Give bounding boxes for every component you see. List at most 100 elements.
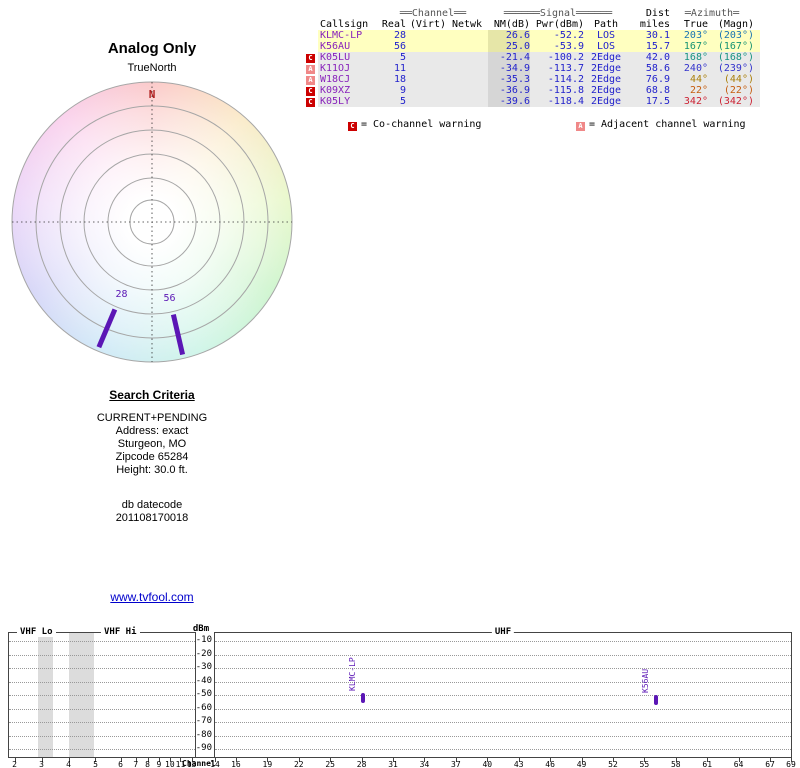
adjacent-channel-warning-icon: A — [306, 65, 315, 74]
db-datecode-block: db datecode 201108170018 — [32, 499, 272, 525]
channel-tick — [707, 757, 709, 762]
channel-tick — [235, 757, 237, 762]
dbm-tick-label: -80 — [195, 729, 212, 740]
adjacent-channel-warning-icon: A — [576, 122, 585, 131]
channel-tick-label: 6 — [118, 760, 124, 768]
dbm-gridline — [9, 749, 195, 750]
channel-tick — [644, 757, 646, 762]
column-header-magn: (Magn) — [717, 19, 754, 30]
channel-tick — [738, 757, 740, 762]
column-header-netwk: Netwk — [451, 19, 483, 30]
tvfool-link[interactable]: www.tvfool.com — [110, 590, 194, 604]
search-criteria-line: CURRENT+PENDING — [96, 412, 208, 424]
cell-virt-channel — [406, 30, 446, 41]
cell-network — [446, 41, 488, 52]
dbm-gridline — [215, 722, 791, 723]
dbm-gridline — [9, 681, 195, 683]
cell-virt-channel — [406, 52, 446, 63]
dbm-axis-title: dBm — [192, 624, 210, 634]
table-row: C K05LU 5 -21.4 -100.2 2Edge 42.0 168° (168°) — [304, 52, 760, 63]
chart-point — [653, 695, 658, 706]
db-datecode-value: 201108170018 — [115, 512, 189, 524]
channel-tick — [581, 757, 583, 762]
azimuth-group-header: ═Azimuth═ — [684, 8, 740, 19]
channel-tick — [215, 757, 216, 762]
channel-tick-label: 8 — [145, 760, 150, 768]
search-criteria-line: Sturgeon, MO — [117, 438, 187, 450]
channel-tick — [612, 757, 614, 762]
cell-power: -113.7 — [547, 63, 584, 74]
table-group-header-row: ══Channel══ ══════Signal══════ Dist ═Azi… — [304, 8, 760, 19]
dbm-tick-label: -20 — [195, 648, 212, 659]
db-datecode-label: db datecode — [121, 499, 183, 511]
cell-miles: 30.1 — [645, 30, 670, 41]
channel-tick-label: 16 — [231, 760, 241, 768]
table-row: KLMC-LP 28 26.6 -52.2 LOS 30.1 203° (203°) — [304, 30, 760, 41]
channel-tick — [267, 757, 269, 762]
channel-tick-label: 19 — [262, 760, 273, 768]
channel-tick — [487, 757, 489, 762]
column-header-miles: miles — [639, 19, 670, 30]
cell-network — [446, 30, 488, 41]
channel-tick-label: 22 — [293, 760, 304, 768]
dbm-tick-label: -70 — [195, 716, 212, 726]
dbm-gridline — [9, 654, 195, 656]
cell-network — [446, 63, 488, 74]
cell-callsign: K05LU — [320, 52, 351, 63]
chart-point-label: K56AU — [640, 669, 650, 694]
channel-tick-label: 64 — [733, 760, 744, 768]
channel-tick — [550, 757, 552, 762]
cell-azimuth-magn: (342°) — [717, 96, 754, 107]
channel-tick-label: 61 — [702, 760, 713, 768]
column-header-nm: NM(dB) — [493, 19, 530, 30]
dbm-tick-label: -90 — [195, 743, 212, 753]
channel-tick — [393, 757, 395, 762]
channel-tick-label: 9 — [156, 760, 162, 768]
dbm-gridline — [215, 654, 791, 656]
channel-tick — [330, 757, 332, 762]
cell-azimuth-magn: (167°) — [717, 41, 754, 52]
channel-axis-title: Channel — [182, 759, 216, 768]
channel-tick-label: 11 — [175, 760, 186, 768]
cell-real-channel: 11 — [393, 63, 406, 74]
channel-tick-label: 58 — [670, 760, 681, 768]
channel-tick — [191, 757, 193, 762]
vhf-box: VHF Lo VHF Hi — [8, 627, 196, 757]
cell-miles: 15.7 — [645, 41, 670, 52]
cell-network — [446, 96, 488, 107]
search-criteria-line: Zipcode 65284 — [115, 451, 189, 463]
channel-tick — [424, 757, 426, 762]
warning-legend: C = Co-channel warning A = Adjacent channe… — [304, 119, 760, 131]
cell-azimuth-true: 203° — [683, 30, 708, 41]
cell-noise-margin: -34.9 — [488, 63, 530, 74]
channel-tick — [14, 757, 16, 762]
uhf-box: UHF KLMC-LP K56AU — [214, 627, 792, 757]
vhf-lo-label: VHF Lo — [17, 627, 56, 637]
cell-virt-channel — [406, 85, 446, 96]
channel-tick-label: 43 — [513, 760, 524, 768]
channel-tick — [158, 757, 160, 762]
adjacent-channel-legend: A = Adjacent channel warning — [576, 119, 746, 131]
cell-callsign: KLMC-LP — [320, 30, 363, 41]
cell-real-channel: 28 — [393, 30, 406, 41]
column-header-virt: (Virt) — [409, 19, 446, 30]
dbm-tick-label: -60 — [195, 702, 212, 713]
table-row: A K11OJ 11 -34.9 -113.7 2Edge 58.6 240° (239°) — [304, 63, 760, 74]
channel-axis-line — [8, 757, 792, 758]
cell-path: LOS — [596, 41, 616, 52]
cell-network — [446, 52, 488, 63]
north-label: N — [149, 88, 156, 101]
dbm-gridline — [9, 708, 195, 710]
radar-marker-label: 28 — [115, 289, 127, 300]
cell-noise-margin: 25.0 — [488, 41, 530, 52]
cell-miles: 42.0 — [645, 52, 670, 63]
channel-tick — [180, 757, 182, 762]
channel-tick — [791, 757, 792, 762]
cell-azimuth-magn: (168°) — [717, 52, 754, 63]
uhf-label: UHF — [491, 627, 515, 637]
channel-tick — [169, 757, 171, 762]
cell-real-channel: 5 — [399, 96, 406, 107]
cell-noise-margin: -35.3 — [488, 74, 530, 85]
channel-tick-label: 7 — [133, 760, 139, 768]
channel-tick — [68, 757, 70, 762]
